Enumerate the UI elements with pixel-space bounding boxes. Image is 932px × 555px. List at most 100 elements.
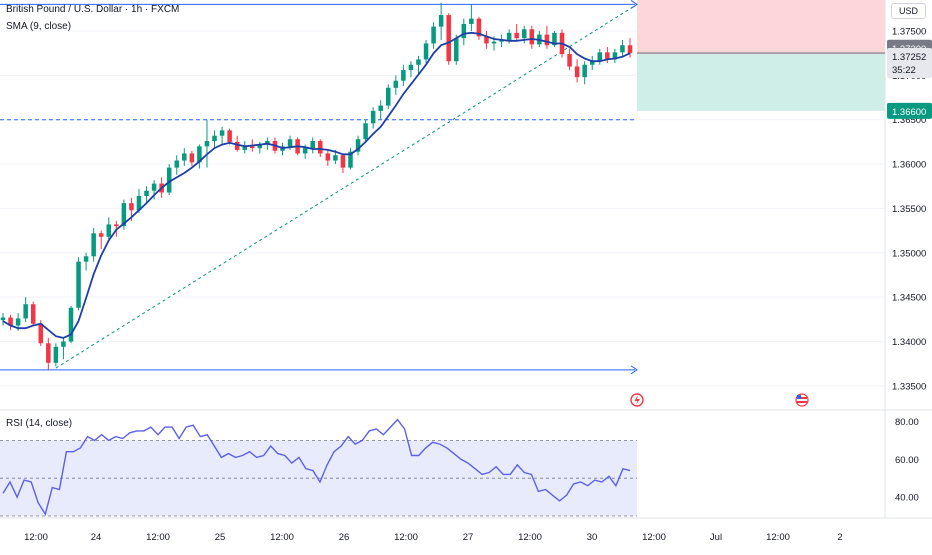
stop-price-label: 1.36600 [892, 107, 926, 118]
lightning-icon [634, 395, 640, 405]
candle-body [552, 32, 557, 46]
candle-body [318, 141, 323, 154]
target-zone [637, 0, 885, 61]
candle-body [242, 146, 248, 150]
candle-body [219, 130, 225, 136]
candle-body [461, 23, 467, 39]
flag-stripe-icon [797, 397, 807, 399]
candle-body [83, 256, 89, 262]
time-tick-label: 12:00 [518, 532, 542, 543]
candle-body [431, 26, 436, 44]
price-tick-label: 1.36500 [892, 115, 926, 126]
candle-body [30, 304, 36, 324]
candle-body [370, 110, 376, 124]
sma-legend: SMA (9, close) [6, 21, 72, 32]
candle-body [23, 304, 28, 319]
candle-body [438, 15, 444, 27]
candle-body [401, 70, 406, 81]
candle-body [348, 151, 353, 168]
candle-body [620, 45, 625, 53]
rsi-tick-label: 80.00 [895, 417, 919, 428]
candle-body [197, 146, 202, 163]
candle-body [129, 203, 134, 211]
candle-body [567, 54, 572, 67]
rsi-tick-label: 40.00 [895, 493, 919, 504]
candle-body [446, 15, 451, 62]
candle-body [340, 155, 346, 168]
candle-body [121, 203, 127, 227]
candle-body [189, 153, 195, 163]
candle-body [8, 317, 13, 326]
candle-body [521, 29, 527, 39]
candle-body [612, 52, 618, 60]
candle-body [151, 183, 157, 191]
time-tick-label: 25 [215, 532, 226, 543]
candle-body [325, 153, 331, 161]
candle-body [529, 29, 535, 45]
candle-body [144, 190, 149, 197]
flag-canton-icon [797, 395, 801, 399]
price-tick-label: 1.37500 [892, 27, 926, 38]
candle-body [491, 41, 497, 44]
current-price-tag [887, 48, 932, 79]
candle-body [53, 346, 59, 363]
candle-body [212, 135, 217, 142]
time-tick-label: 27 [463, 532, 474, 543]
candle-body [287, 139, 293, 147]
candle-body [68, 307, 74, 342]
level-arrow-icon [630, 365, 638, 375]
candle-body [250, 146, 255, 149]
candle-body [544, 34, 550, 46]
candle-body [355, 139, 361, 152]
candle-body [91, 233, 96, 257]
candle-body [378, 105, 383, 111]
time-tick-label: 24 [91, 532, 102, 543]
candle-body [416, 59, 421, 65]
candle-body [114, 224, 119, 227]
price-tick-label: 1.34000 [892, 337, 926, 348]
candle-body [204, 141, 210, 147]
time-tick-label: 12:00 [270, 532, 294, 543]
candle-body [385, 87, 391, 106]
candle-body [393, 80, 399, 88]
price-tick-label: 1.35500 [892, 204, 926, 215]
candle-body [234, 141, 240, 150]
candle-body [363, 123, 368, 140]
candle-body [589, 61, 595, 65]
candle-body [227, 130, 232, 142]
flag-stripe-icon [797, 401, 807, 403]
time-tick-label: 2 [837, 532, 842, 543]
candle-body [106, 224, 112, 237]
rsi-line [2, 418, 631, 516]
price-tick-label: 1.35000 [892, 248, 926, 259]
time-tick-label: 12:00 [642, 532, 666, 543]
symbol-title: British Pound / U.S. Dollar · 1h · FXCM [6, 4, 180, 15]
price-tick-label: 1.36000 [892, 160, 926, 171]
candle-body [38, 323, 44, 344]
candle-body [166, 167, 172, 193]
candle-body [310, 141, 315, 149]
candle-body [76, 261, 81, 308]
candle-body [423, 43, 429, 60]
time-tick-label: 12:00 [24, 532, 48, 543]
candle-body [627, 45, 633, 54]
rsi-tick-label: 60.00 [895, 455, 919, 466]
time-tick-label: 26 [339, 532, 350, 543]
candle-body [597, 52, 603, 62]
price-tick-label: 1.34500 [892, 293, 926, 304]
candle-body [408, 64, 414, 71]
currency-button[interactable]: USD [890, 3, 926, 19]
candle-body [257, 144, 263, 149]
candle-body [61, 341, 66, 347]
time-tick-label: Jul [710, 532, 722, 543]
time-tick-label: 12:00 [766, 532, 790, 543]
current-price-label: 1.37252 [892, 52, 926, 63]
rsi-legend: RSI (14, close) [6, 418, 73, 429]
countdown-label: 35:22 [892, 65, 916, 76]
candle-body [582, 64, 587, 78]
trend-projection-line [55, 4, 638, 369]
stop-zone [637, 54, 885, 111]
candle-body [136, 196, 142, 211]
